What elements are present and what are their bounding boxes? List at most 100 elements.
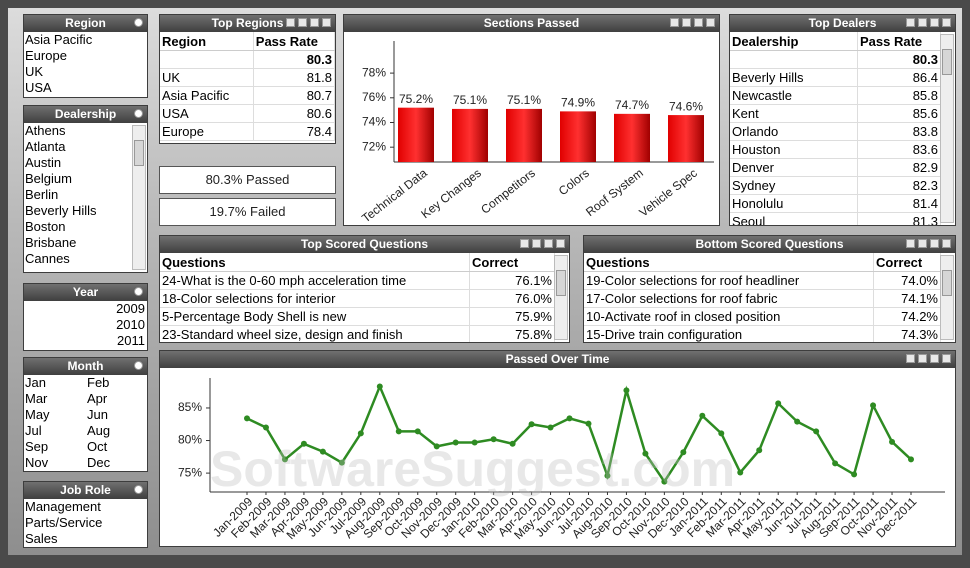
- total-label-cell: [160, 50, 254, 69]
- table-row: 24-What is the 0-60 mph acceleration tim…: [160, 271, 555, 290]
- panel-header: Job Role: [24, 482, 147, 499]
- panel-title: Year: [72, 285, 99, 299]
- list-item[interactable]: 2009: [116, 301, 145, 316]
- scroll-thumb[interactable]: [942, 49, 952, 75]
- scrollbar[interactable]: [132, 125, 146, 270]
- header-icon[interactable]: [906, 354, 915, 363]
- list-item[interactable]: USA: [25, 80, 52, 95]
- search-icon[interactable]: [134, 109, 143, 118]
- list-item[interactable]: Cannes: [25, 251, 70, 266]
- list-item[interactable]: Mar: [25, 391, 48, 406]
- header-icons: [134, 18, 143, 27]
- header-icon[interactable]: [694, 18, 703, 27]
- panel-title: Month: [67, 359, 104, 373]
- header-icon[interactable]: [556, 239, 565, 248]
- panel-title: Top Scored Questions: [300, 237, 429, 251]
- scroll-thumb[interactable]: [942, 270, 952, 296]
- label-cell: 17-Color selections for roof fabric: [584, 289, 874, 308]
- list-item[interactable]: Parts/Service: [25, 515, 103, 530]
- value-label: 74.9%: [561, 96, 595, 110]
- list-item[interactable]: Jan: [25, 375, 46, 390]
- list-item[interactable]: Oct: [87, 439, 108, 454]
- list-item[interactable]: 2010: [116, 317, 145, 332]
- panel-header: Region: [24, 15, 147, 32]
- point: [433, 443, 440, 450]
- bar: [452, 108, 488, 162]
- header-icon[interactable]: [298, 18, 307, 27]
- list-item[interactable]: Dec: [87, 455, 111, 470]
- panel-body: 75% 80% 85% Jan-2009 Feb-2009 Mar-2009 Apr-200…: [160, 368, 955, 546]
- point: [642, 450, 649, 457]
- list-item[interactable]: May: [25, 407, 50, 422]
- list-item[interactable]: Feb: [87, 375, 110, 390]
- list-item[interactable]: Brisbane: [25, 235, 77, 250]
- header-icon[interactable]: [906, 18, 915, 27]
- header-icon[interactable]: [322, 18, 331, 27]
- search-icon[interactable]: [134, 18, 143, 27]
- search-icon[interactable]: [134, 287, 143, 296]
- list-item[interactable]: Aug: [87, 423, 111, 438]
- table-row: Honolulu 81.4: [730, 194, 941, 213]
- header-icon[interactable]: [520, 239, 529, 248]
- scroll-thumb[interactable]: [556, 270, 566, 296]
- header-icons: [134, 109, 143, 118]
- list-item[interactable]: Sales: [25, 531, 58, 546]
- list-item[interactable]: Asia Pacific: [25, 32, 93, 47]
- scrollbar[interactable]: [940, 34, 954, 223]
- header-icon[interactable]: [544, 239, 553, 248]
- panel-body: Asia Pacific Europe UK USA: [24, 32, 147, 97]
- search-icon[interactable]: [134, 485, 143, 494]
- panel-header: Top Scored Questions: [160, 236, 569, 253]
- label-cell: 10-Activate roof in closed position: [584, 307, 874, 326]
- value-cell: 78.4: [253, 122, 335, 141]
- x-tick-label: Vehicle Spec: [637, 166, 700, 220]
- header-icon[interactable]: [670, 18, 679, 27]
- header-icon[interactable]: [706, 18, 715, 27]
- list-item[interactable]: Beverly Hills: [25, 203, 97, 218]
- list-item[interactable]: Nov: [25, 455, 49, 470]
- scrollbar[interactable]: [940, 255, 954, 340]
- scroll-thumb[interactable]: [134, 140, 144, 166]
- list-item[interactable]: Management: [25, 499, 101, 514]
- list-item[interactable]: Boston: [25, 219, 66, 234]
- list-item[interactable]: UK: [25, 64, 44, 79]
- header-icon[interactable]: [930, 239, 939, 248]
- table-row: 15-Drive train configuration 74.3%: [584, 325, 941, 342]
- table-row: Orlando 83.8: [730, 122, 941, 141]
- value-cell: 74.3%: [873, 325, 941, 342]
- list-item[interactable]: Athens: [25, 123, 66, 138]
- list-item[interactable]: Belgium: [25, 171, 72, 186]
- header-icon[interactable]: [918, 18, 927, 27]
- list-item[interactable]: Jun: [87, 407, 108, 422]
- panel-body: Jan Feb Mar Apr May Jun Jul Aug Sep Oct Nov Dec: [24, 375, 147, 471]
- panel-title: Sections Passed: [483, 16, 580, 30]
- search-icon[interactable]: [134, 361, 143, 370]
- header-icon[interactable]: [942, 354, 951, 363]
- panel: Top Regions Region Pass Rate 80.3 UK 81.8 Asia…: [159, 14, 336, 144]
- header-icon[interactable]: [906, 239, 915, 248]
- list-item[interactable]: Austin: [25, 155, 62, 170]
- header-icon[interactable]: [942, 18, 951, 27]
- header-icon[interactable]: [682, 18, 691, 27]
- scrollbar[interactable]: [554, 255, 568, 340]
- list-item[interactable]: Apr: [87, 391, 108, 406]
- header-icon[interactable]: [930, 354, 939, 363]
- header-icon[interactable]: [532, 239, 541, 248]
- list-item[interactable]: Europe: [25, 48, 67, 63]
- value-label: 75.2%: [399, 92, 433, 106]
- list-item[interactable]: Sep: [25, 439, 49, 454]
- table-row: 23-Standard wheel size, design and finis…: [160, 325, 555, 342]
- header-icon[interactable]: [942, 239, 951, 248]
- header-icon[interactable]: [918, 354, 927, 363]
- header-icon[interactable]: [310, 18, 319, 27]
- list-item[interactable]: 2011: [117, 333, 145, 348]
- header-icon[interactable]: [918, 239, 927, 248]
- list-item[interactable]: Berlin: [25, 187, 59, 202]
- list-item[interactable]: Atlanta: [25, 139, 66, 154]
- header-icon[interactable]: [286, 18, 295, 27]
- column-header: Questions: [584, 253, 874, 272]
- header-icon[interactable]: [930, 18, 939, 27]
- value-cell: 74.2%: [873, 307, 941, 326]
- label-cell: Orlando: [730, 122, 858, 141]
- list-item[interactable]: Jul: [25, 423, 42, 438]
